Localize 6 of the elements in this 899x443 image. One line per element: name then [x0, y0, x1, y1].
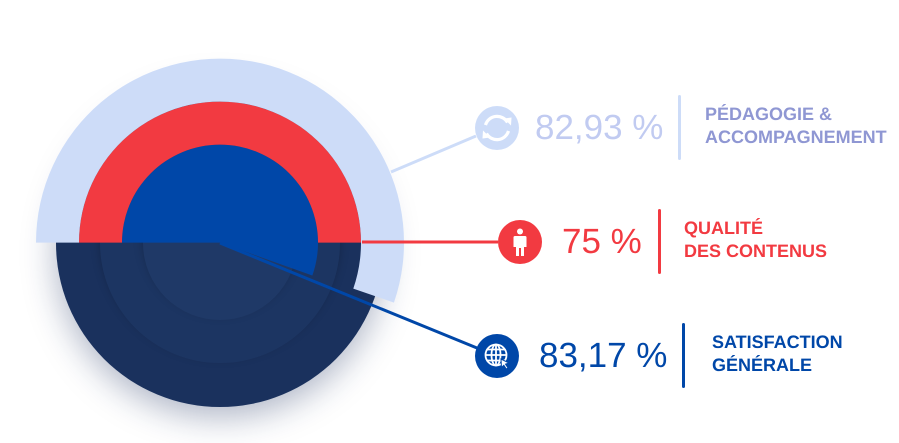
data-label: 75 %: [562, 222, 642, 261]
category-label: PÉDAGOGIE & ACCOMPAGNEMENT: [705, 103, 887, 149]
data-label: 82,93 %: [535, 108, 664, 147]
category-label: QUALITÉ DES CONTENUS: [684, 217, 828, 263]
data-label: 83,17 %: [539, 336, 668, 375]
category-label: SATISFACTION GÉNÉRALE: [712, 331, 843, 377]
